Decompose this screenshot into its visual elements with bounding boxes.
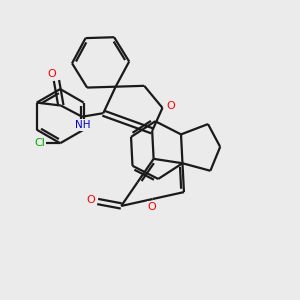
Text: NH: NH bbox=[75, 120, 91, 130]
Text: O: O bbox=[48, 69, 56, 79]
Text: O: O bbox=[87, 195, 96, 205]
Text: Cl: Cl bbox=[34, 138, 45, 148]
Text: O: O bbox=[166, 101, 175, 111]
Text: O: O bbox=[148, 202, 156, 212]
